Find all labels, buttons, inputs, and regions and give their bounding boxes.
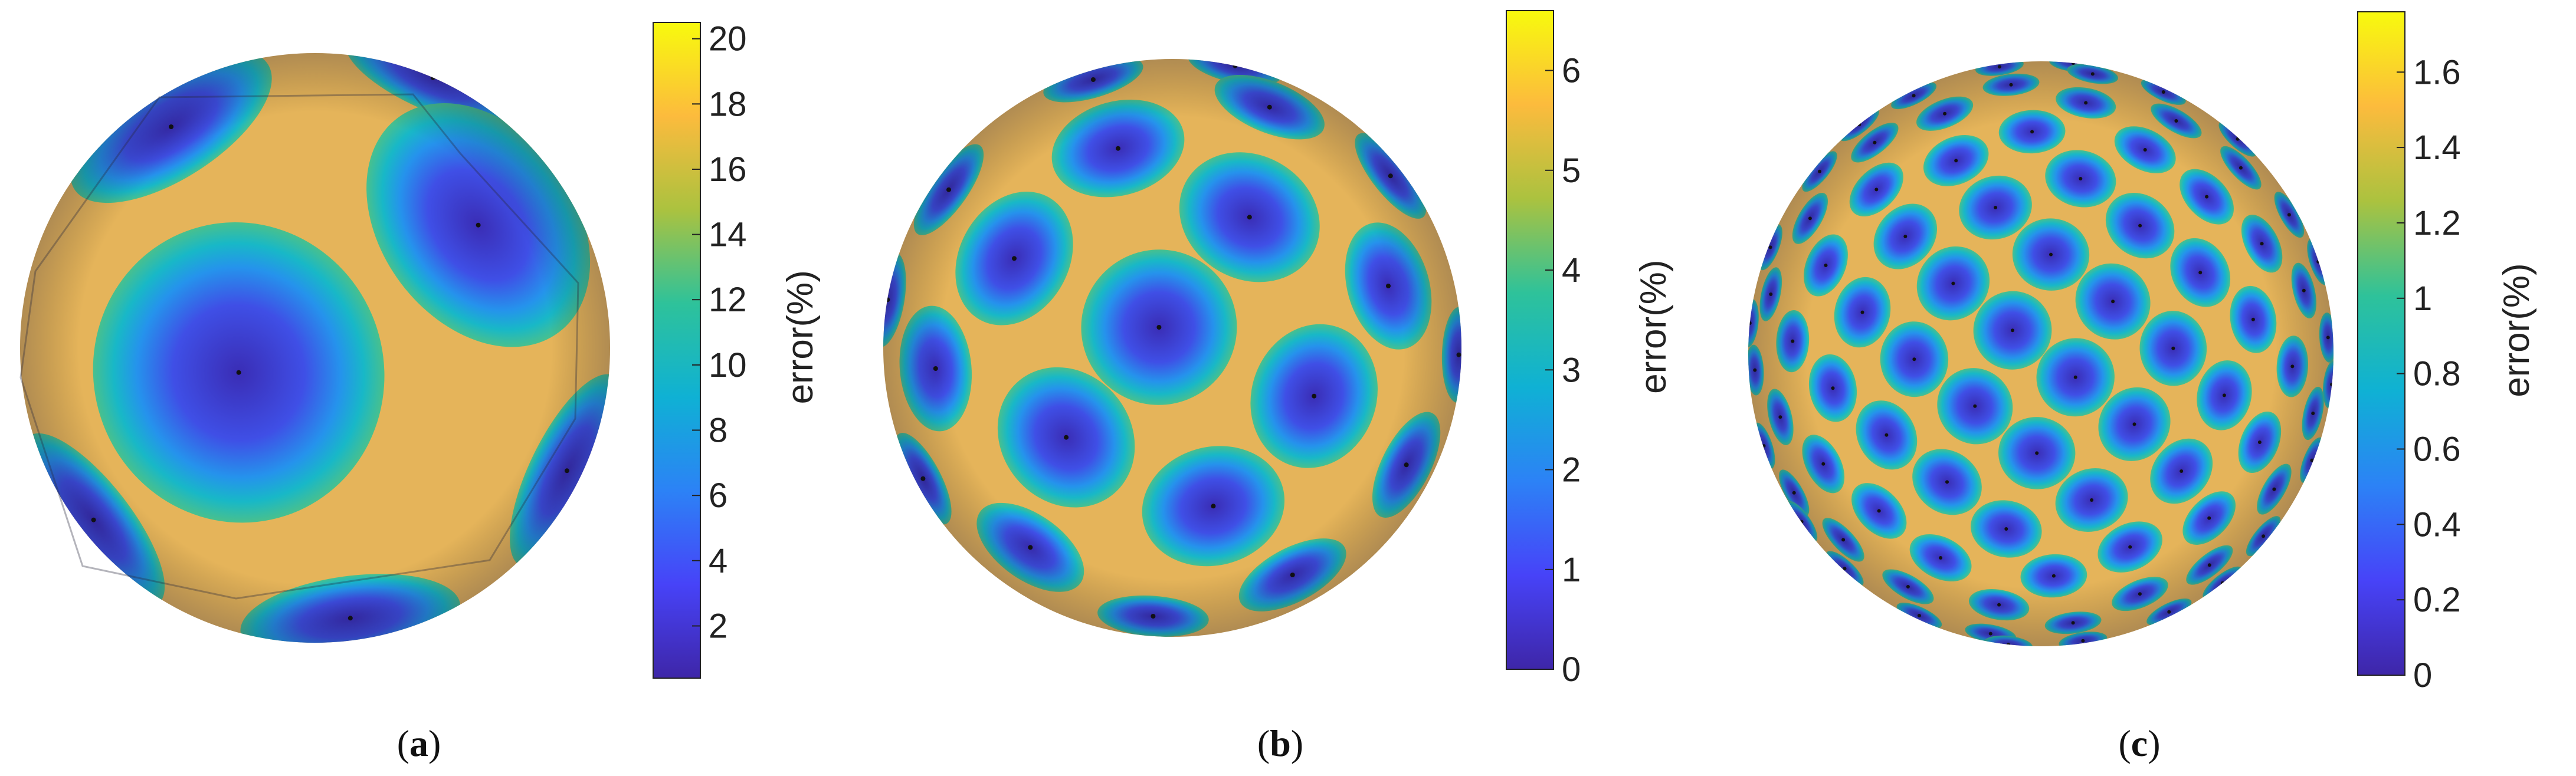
colorbar-tick-label: 4 <box>709 542 727 580</box>
colorbar-tick-label: 14 <box>709 216 747 254</box>
colorbar-tick-label: 20 <box>709 20 747 58</box>
colorbar: 2 4 6 8 10 12 14 16 18 20 error(%) <box>653 20 821 679</box>
colorbar-tick-label: 0.6 <box>2413 430 2461 469</box>
colorbar-tick-label: 18 <box>709 85 747 123</box>
colorbar-tick-label: 0.4 <box>2413 505 2461 544</box>
colorbar-label: error(%) <box>2496 263 2537 397</box>
colorbar-tick-label: 4 <box>1562 251 1581 290</box>
sphere-shading <box>20 53 610 643</box>
colorbar-tick-label: 3 <box>1562 351 1581 389</box>
colorbar-gradient <box>2357 11 2405 676</box>
polyhedron-outline <box>19 93 579 600</box>
panel-caption: (c) <box>2118 722 2160 764</box>
colorbar-tick-label: 6 <box>709 476 727 515</box>
colorbar-tick-label: 2 <box>1562 451 1581 489</box>
colorbar-tick-label: 0.2 <box>2413 581 2461 619</box>
colorbar-tick-label: 5 <box>1562 152 1581 190</box>
colorbar-tick-label: 10 <box>709 346 747 384</box>
colorbar-tick-label: 16 <box>709 150 747 189</box>
colorbar-tick-label: 1 <box>1562 551 1581 589</box>
colorbar-label: error(%) <box>1633 259 1674 393</box>
colorbar-tick-label: 0 <box>2413 656 2432 695</box>
panel-c: 0 0.2 0.4 0.6 0.8 1 1.2 1.4 1.6 error(%) (c) <box>1748 11 2537 764</box>
panel-caption: (a) <box>397 722 441 764</box>
panel-a: 2 4 6 8 10 12 14 16 18 20 error(%) (a) <box>19 20 821 764</box>
panel-caption-letter: a <box>409 722 428 764</box>
colorbar-tick-label: 6 <box>1562 52 1581 90</box>
colorbar-gradient <box>1506 10 1554 670</box>
colorbar-gradient <box>653 22 701 679</box>
panel-caption-letter: b <box>1270 722 1291 764</box>
colorbar: 0 0.2 0.4 0.6 0.8 1 1.2 1.4 1.6 error(%) <box>2357 11 2537 695</box>
panel-caption: (b) <box>1257 722 1303 764</box>
sphere-shading <box>1748 61 2334 646</box>
panel-caption-letter: c <box>2131 722 2148 764</box>
colorbar-tick-label: 1.2 <box>2413 204 2461 242</box>
colorbar-tick-label: 0 <box>1562 650 1581 689</box>
colorbar-tick-label: 2 <box>709 607 727 646</box>
colorbar-tick-label: 0.8 <box>2413 355 2461 393</box>
colorbar-tick-label: 8 <box>709 412 727 450</box>
colorbar-tick-label: 1.6 <box>2413 53 2461 91</box>
colorbar-label: error(%) <box>780 270 821 404</box>
sphere-shading <box>883 59 1461 637</box>
panel-b: 0 1 2 3 4 5 6 error(%) (b) <box>883 10 1674 764</box>
colorbar-tick-label: 12 <box>709 281 747 319</box>
colorbar: 0 1 2 3 4 5 6 error(%) <box>1506 10 1674 689</box>
colorbar-tick-label: 1.4 <box>2413 129 2461 167</box>
colorbar-tick-label: 1 <box>2413 280 2432 318</box>
